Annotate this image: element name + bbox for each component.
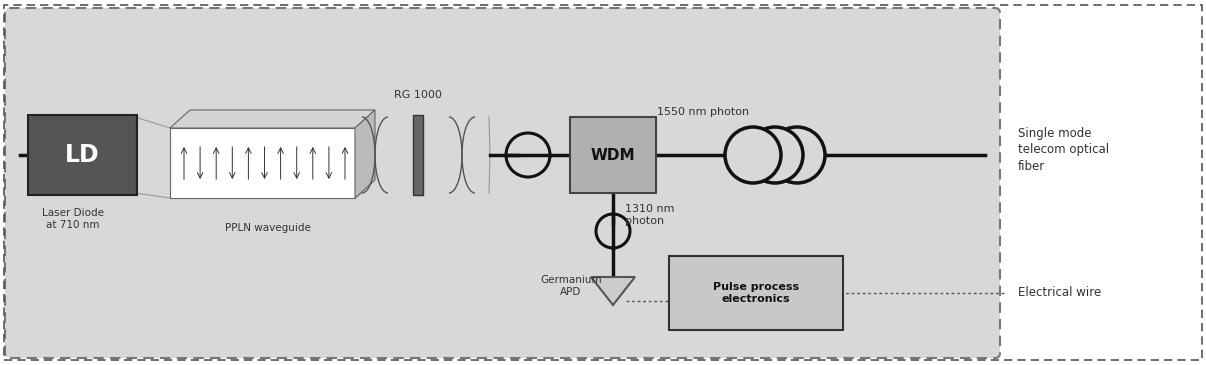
Text: 1550 nm photon: 1550 nm photon	[657, 107, 749, 117]
Text: LD: LD	[65, 143, 100, 167]
Circle shape	[725, 127, 781, 183]
Text: Single mode
telecom optical
fiber: Single mode telecom optical fiber	[1018, 127, 1110, 173]
FancyBboxPatch shape	[28, 115, 137, 195]
Bar	[170, 128, 355, 198]
FancyBboxPatch shape	[5, 8, 1000, 358]
Text: Germanium
APD: Germanium APD	[540, 275, 602, 297]
Text: Laser Diode
at 710 nm: Laser Diode at 710 nm	[41, 208, 104, 230]
Polygon shape	[170, 110, 375, 128]
Bar	[412, 115, 423, 195]
Circle shape	[747, 127, 803, 183]
Circle shape	[769, 127, 825, 183]
Polygon shape	[355, 110, 375, 198]
FancyBboxPatch shape	[669, 256, 843, 330]
FancyBboxPatch shape	[570, 117, 656, 193]
Text: PPLN waveguide: PPLN waveguide	[224, 223, 310, 233]
Polygon shape	[591, 277, 636, 305]
Text: RG 1000: RG 1000	[394, 90, 441, 100]
Text: Electrical wire: Electrical wire	[1018, 287, 1101, 300]
Text: 1310 nm
photon: 1310 nm photon	[625, 204, 674, 226]
Text: Pulse process
electronics: Pulse process electronics	[713, 282, 800, 304]
Text: WDM: WDM	[591, 147, 636, 162]
